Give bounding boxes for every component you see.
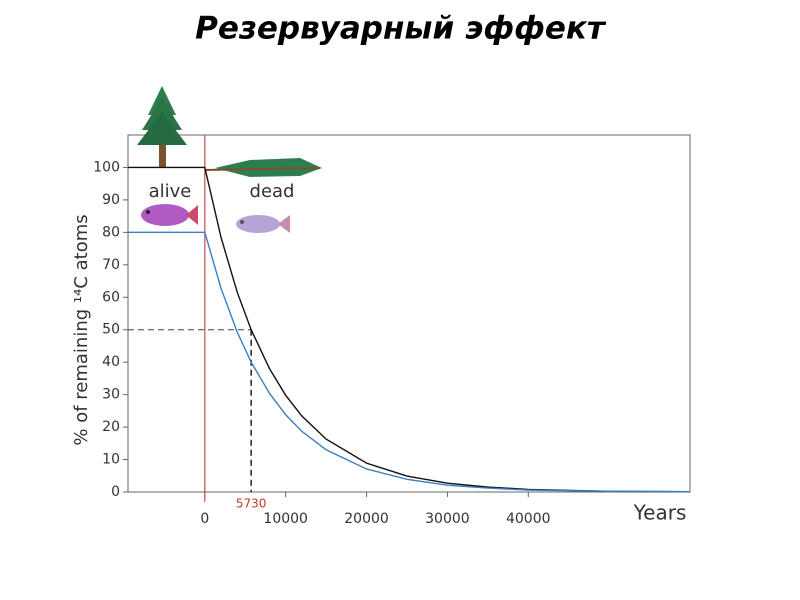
annotation: alive	[149, 181, 192, 202]
plot-frame	[127, 134, 691, 493]
y-tick-label: 70	[102, 257, 120, 273]
series-line	[128, 231, 691, 493]
x-axis-label: Years	[633, 501, 687, 525]
x-tick-label: 0	[200, 511, 209, 527]
fish-alive-illustration	[141, 204, 198, 226]
y-tick-label: 90	[102, 192, 120, 208]
tree-illustration	[137, 86, 187, 167]
y-tick-label: 10	[102, 452, 120, 468]
x-tick-label: 20000	[344, 511, 389, 527]
series-line	[128, 166, 691, 493]
half-life-label: 5730	[236, 497, 267, 511]
fish-dead-illustration	[236, 215, 290, 233]
y-tick-label: 0	[111, 484, 120, 500]
annotation: dead	[250, 181, 295, 202]
y-tick-label: 40	[102, 354, 120, 370]
fallen-tree-illustration	[204, 158, 322, 177]
x-tick-label: 40000	[506, 511, 551, 527]
chart-title: Резервуарный эффект	[195, 11, 607, 47]
y-tick-label: 20	[102, 419, 120, 435]
y-tick-label: 60	[102, 289, 120, 305]
x-tick-label: 30000	[425, 511, 470, 527]
x-tick-label: 10000	[263, 511, 308, 527]
y-tick-label: 100	[93, 159, 120, 175]
y-tick-label: 80	[102, 224, 120, 240]
y-axis-label: % of remaining ¹⁴C atoms	[71, 214, 92, 445]
y-tick-label: 50	[102, 322, 120, 338]
y-tick-label: 30	[102, 387, 120, 403]
